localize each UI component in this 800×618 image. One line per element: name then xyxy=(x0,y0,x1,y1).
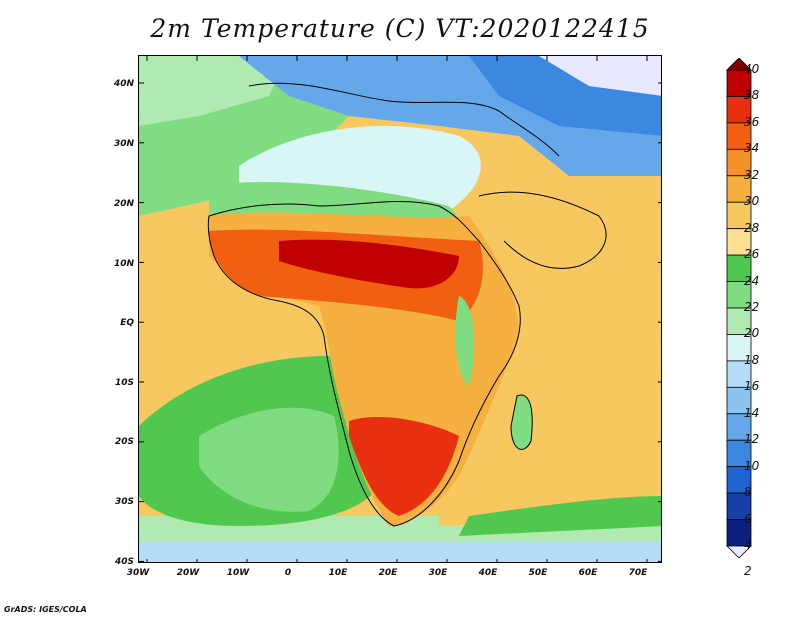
map-canvas xyxy=(139,56,661,562)
credit-text: GrADS: IGES/COLA xyxy=(4,605,87,614)
colorbar-label: 32 xyxy=(744,167,760,182)
colorbar-label: 2 xyxy=(744,564,752,579)
lon-label-50e: 50E xyxy=(528,568,548,578)
lat-label-10s: 10S xyxy=(114,378,134,388)
colorbar-label: 28 xyxy=(744,220,760,235)
colorbar-segments xyxy=(726,58,752,558)
lon-label-0: 0 xyxy=(284,568,292,578)
north-atlantic-cold xyxy=(139,56,289,126)
colorbar-label: 20 xyxy=(744,326,760,341)
colorbar-label: 38 xyxy=(744,88,760,103)
colorbar-segment xyxy=(726,175,752,203)
colorbar-segment xyxy=(726,281,752,309)
colorbar-label: 14 xyxy=(744,405,760,420)
africa-coastline xyxy=(207,201,521,527)
colorbar-label: 6 xyxy=(744,511,752,526)
colorbar-label: 12 xyxy=(744,432,760,447)
colorbar-label: 36 xyxy=(744,114,760,129)
colorbar-label: 4 xyxy=(744,538,752,552)
lon-label-60e: 60E xyxy=(578,568,598,578)
madagascar xyxy=(511,395,533,450)
colorbar-segment xyxy=(726,439,752,468)
lat-label-10n: 10N xyxy=(113,259,134,269)
south-atlantic-core xyxy=(199,407,339,512)
lat-label-20n: 20N xyxy=(113,199,134,209)
frame-ticks xyxy=(139,56,661,562)
map-title: 2m Temperature (C) VT:2020122415 xyxy=(150,14,650,43)
lon-label-30e: 30E xyxy=(428,568,448,578)
colorbar-segment xyxy=(726,386,752,415)
lon-label-10e: 10E xyxy=(328,568,348,578)
colorbar-label: 26 xyxy=(744,247,760,262)
lat-label-30n: 30N xyxy=(113,139,134,149)
colorbar-label: 24 xyxy=(744,273,760,288)
lat-label-40s: 40S xyxy=(114,557,134,567)
east-africa-highlands xyxy=(455,296,475,386)
colorbar xyxy=(726,58,752,558)
indian-ocean-green xyxy=(459,496,661,536)
colorbar-segment xyxy=(726,201,752,230)
colorbar-label: 8 xyxy=(744,485,752,500)
colorbar-label: 22 xyxy=(744,300,760,314)
colorbar-segment xyxy=(726,307,752,335)
temperature-map[interactable] xyxy=(138,55,662,563)
colorbar-segment xyxy=(726,96,752,124)
africa-hottest xyxy=(279,239,459,289)
lon-label-20w: 20W xyxy=(176,568,200,578)
colorbar-label: 34 xyxy=(744,141,760,156)
lon-label-30w: 30W xyxy=(126,568,150,578)
colorbar-label: 16 xyxy=(744,379,760,394)
lon-label-40e: 40E xyxy=(478,568,498,578)
colorbar-label: 10 xyxy=(744,458,760,473)
lat-label-20s: 20S xyxy=(114,437,134,447)
arabia-coastline xyxy=(478,191,607,269)
southern-ocean-cold xyxy=(139,541,661,562)
southern-africa-hot xyxy=(349,416,459,516)
colorbar-segment xyxy=(726,69,752,97)
lon-label-20e: 20E xyxy=(378,568,398,578)
lat-label-40n: 40N xyxy=(113,79,134,89)
lat-label-eq: EQ xyxy=(120,318,134,328)
colorbar-label: 30 xyxy=(744,194,760,209)
colorbar-segment xyxy=(726,122,752,150)
mediterranean-coast xyxy=(248,82,560,157)
lon-label-70e: 70E xyxy=(628,568,648,578)
lon-label-10w: 10W xyxy=(226,568,250,578)
colorbar-label: 40 xyxy=(744,62,760,76)
far-north-east xyxy=(539,56,661,96)
colorbar-segment xyxy=(726,254,752,282)
arabia xyxy=(499,202,609,271)
colorbar-label: 18 xyxy=(744,352,760,367)
madagascar-outline xyxy=(510,394,533,450)
colorbar-bottom-arrow xyxy=(726,545,752,558)
lat-label-30s: 30S xyxy=(114,497,134,507)
colorbar-segment xyxy=(726,228,752,256)
colorbar-segment xyxy=(726,413,752,441)
